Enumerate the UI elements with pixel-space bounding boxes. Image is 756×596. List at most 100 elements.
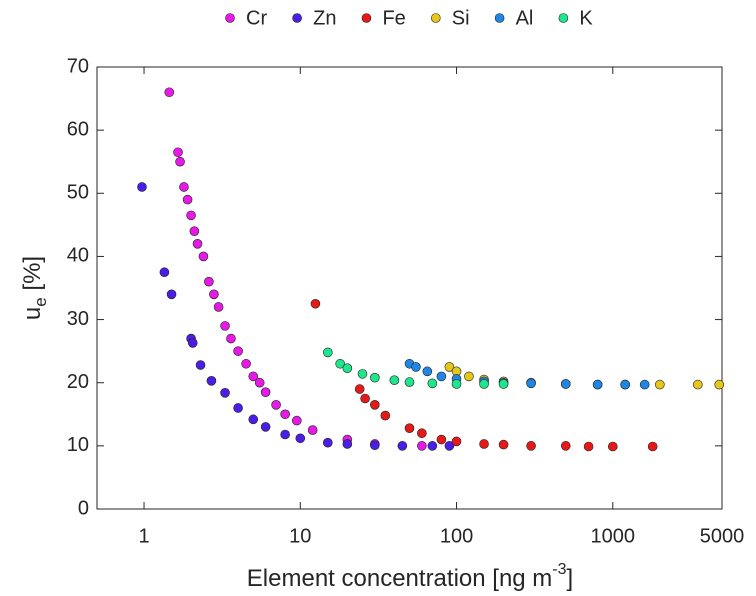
point	[451, 379, 462, 389]
point	[307, 425, 318, 435]
legend-marker	[494, 13, 505, 23]
point	[186, 210, 196, 221]
point	[444, 441, 455, 451]
legend-marker	[430, 13, 441, 23]
point	[583, 441, 594, 452]
point	[280, 409, 290, 420]
point	[260, 422, 271, 432]
point	[620, 379, 630, 390]
point	[404, 423, 415, 433]
y-tick-label: 30	[67, 308, 89, 330]
point	[607, 441, 618, 452]
point	[189, 226, 200, 236]
point	[195, 360, 206, 370]
y-label-unit: [%]	[19, 256, 46, 297]
point	[655, 379, 665, 390]
point	[192, 239, 203, 249]
point	[692, 379, 703, 390]
point	[187, 338, 198, 348]
legend-label: K	[579, 7, 593, 29]
point	[360, 393, 370, 404]
point	[444, 362, 455, 372]
legend-marker	[292, 13, 302, 23]
point	[411, 362, 421, 372]
point	[233, 346, 243, 356]
y-tick-label: 70	[67, 55, 89, 77]
point	[206, 376, 217, 386]
point	[335, 358, 345, 369]
x-label-end: ]	[567, 565, 574, 592]
y-tick-label: 0	[78, 497, 89, 519]
point	[714, 379, 725, 390]
point	[204, 276, 214, 287]
point	[422, 366, 433, 377]
point	[248, 371, 259, 382]
point	[323, 347, 333, 358]
point	[427, 441, 438, 451]
point	[498, 439, 509, 450]
point	[427, 378, 438, 389]
point	[342, 363, 353, 373]
point	[436, 371, 447, 382]
point	[226, 333, 236, 344]
y-tick-label: 50	[67, 182, 89, 204]
point	[357, 369, 368, 379]
point	[295, 433, 306, 444]
point	[166, 289, 177, 300]
point	[370, 372, 380, 383]
legend-marker	[225, 13, 235, 23]
x-tick-label: 10	[289, 525, 311, 547]
point	[271, 400, 281, 410]
legend-marker	[361, 13, 372, 23]
point	[354, 384, 365, 394]
x-tick-label: 100	[440, 525, 473, 547]
y-tick-label: 20	[67, 371, 89, 393]
point	[164, 87, 175, 98]
point	[213, 302, 224, 312]
point	[159, 267, 170, 278]
legend-marker	[558, 13, 569, 23]
y-label-main: u	[19, 307, 46, 320]
point	[254, 377, 265, 388]
point	[179, 182, 189, 192]
point	[417, 428, 427, 439]
point	[182, 194, 193, 205]
point	[175, 156, 185, 167]
point	[526, 378, 536, 389]
legend-label: Al	[516, 7, 534, 29]
point	[417, 441, 427, 451]
x-label-text: Element concentration [ng m	[247, 565, 553, 592]
point	[464, 371, 474, 382]
point	[260, 387, 271, 397]
point	[220, 321, 230, 331]
point	[526, 441, 536, 451]
point	[560, 441, 571, 451]
point	[380, 410, 391, 421]
y-tick-label: 40	[67, 245, 89, 267]
point	[436, 434, 447, 445]
point	[479, 439, 489, 449]
legend-label: Si	[452, 7, 470, 29]
x-axis-label: Element concentration [ng m-3]	[247, 561, 573, 592]
point	[241, 358, 251, 369]
x-tick-label: 1	[138, 525, 149, 547]
x-tick-label: 1000	[591, 525, 636, 547]
point	[173, 147, 183, 158]
y-axis-label: ue [%]	[19, 256, 50, 320]
point	[198, 251, 209, 262]
point	[639, 379, 650, 390]
y-tick-label: 10	[67, 434, 89, 456]
point	[647, 441, 658, 452]
point	[248, 414, 259, 425]
point	[233, 403, 243, 413]
point	[220, 388, 230, 398]
point	[310, 298, 321, 309]
point	[323, 437, 333, 448]
point	[370, 400, 380, 410]
point	[137, 182, 147, 192]
point	[370, 440, 380, 451]
point	[560, 379, 571, 389]
point	[451, 436, 462, 447]
point	[498, 379, 509, 389]
